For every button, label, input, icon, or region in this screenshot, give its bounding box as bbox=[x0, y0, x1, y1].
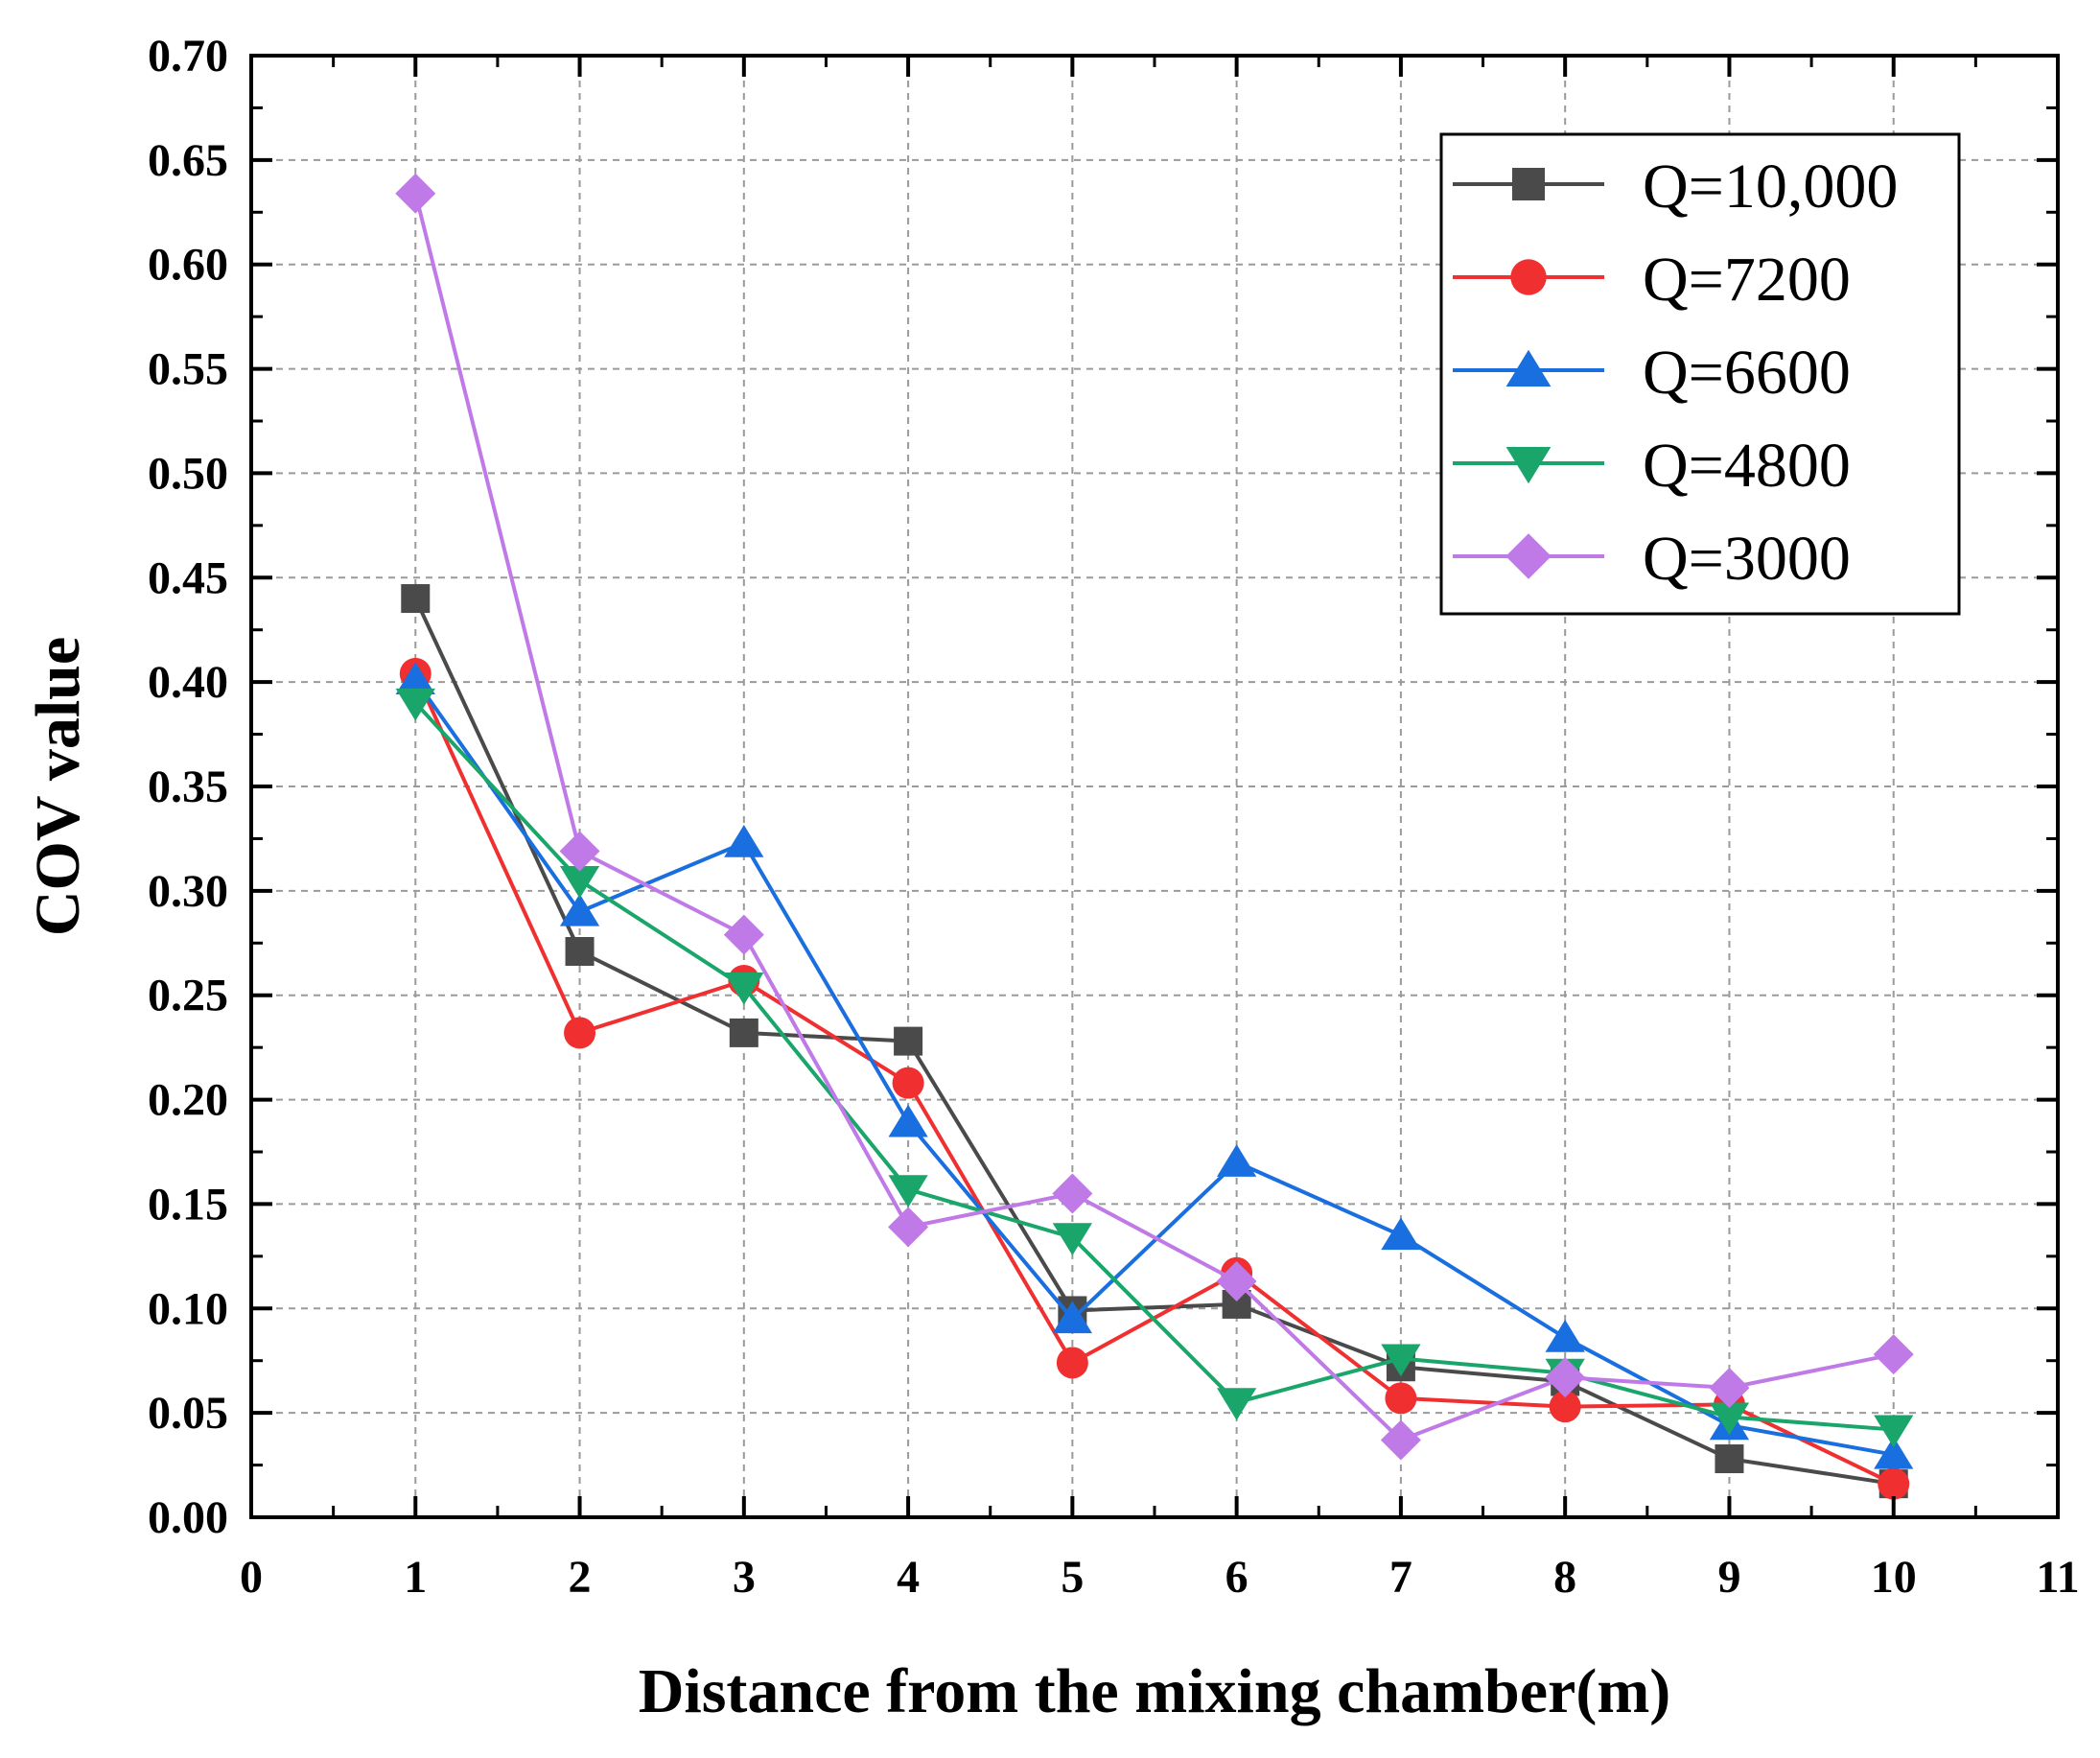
y-tick-label: 0.50 bbox=[148, 448, 228, 499]
legend-marker bbox=[1505, 533, 1552, 579]
legend-item: Q=4800 bbox=[1453, 431, 1851, 501]
data-point bbox=[401, 584, 431, 614]
data-point bbox=[1709, 1368, 1750, 1409]
data-point bbox=[1549, 1391, 1581, 1423]
data-point bbox=[564, 1017, 596, 1049]
y-tick-label: 0.15 bbox=[148, 1179, 228, 1230]
x-axis-title: Distance from the mixing chamber(m) bbox=[639, 1656, 1671, 1726]
legend-label: Q=10,000 bbox=[1643, 152, 1898, 222]
data-point bbox=[1052, 1173, 1093, 1214]
x-tick-label: 11 bbox=[2036, 1552, 2079, 1603]
x-tick-label: 1 bbox=[404, 1552, 427, 1603]
data-point bbox=[1217, 1388, 1257, 1421]
data-point bbox=[1715, 1444, 1744, 1474]
ticks bbox=[249, 54, 2060, 1519]
data-point bbox=[1385, 1382, 1417, 1415]
x-tick-label: 7 bbox=[1389, 1552, 1412, 1603]
x-tick-label: 4 bbox=[897, 1552, 920, 1603]
data-point bbox=[1052, 1301, 1092, 1334]
y-tick-label: 0.60 bbox=[148, 240, 228, 291]
legend-item: Q=10,000 bbox=[1453, 152, 1898, 222]
data-point bbox=[724, 825, 764, 857]
data-point bbox=[559, 831, 600, 872]
series-line bbox=[413, 598, 1895, 1487]
data-point bbox=[892, 1067, 924, 1099]
x-tick-label: 10 bbox=[1871, 1552, 1917, 1603]
data-point bbox=[1217, 1144, 1257, 1177]
y-tick-label: 0.00 bbox=[148, 1492, 228, 1543]
y-tick-label: 0.70 bbox=[148, 31, 228, 82]
x-tick-label: 5 bbox=[1061, 1552, 1084, 1603]
series-line bbox=[413, 701, 1894, 1432]
data-point bbox=[1381, 1344, 1421, 1377]
legend-label: Q=4800 bbox=[1643, 431, 1851, 501]
y-tick-label: 0.40 bbox=[148, 657, 228, 708]
legend-label: Q=6600 bbox=[1643, 338, 1851, 408]
legend-item: Q=6600 bbox=[1453, 338, 1851, 408]
series-layer bbox=[395, 173, 1914, 1500]
series-5 bbox=[395, 173, 1914, 1461]
data-point bbox=[888, 1104, 928, 1137]
y-tick-label: 0.55 bbox=[148, 344, 228, 395]
data-point bbox=[894, 1026, 923, 1056]
data-point bbox=[1878, 1467, 1910, 1500]
data-point bbox=[1545, 1357, 1586, 1398]
data-point bbox=[1709, 1402, 1750, 1436]
y-axis-title: COV value bbox=[23, 637, 93, 936]
y-tick-label: 0.20 bbox=[148, 1075, 228, 1126]
x-tick-label: 3 bbox=[733, 1552, 756, 1603]
y-tick-label: 0.35 bbox=[148, 762, 228, 812]
tick-labels: 0 1 2 3 4 5 6 7 8 9 10 11 0.00 0.05 0.10 0.15 0.20 0.25 0.… bbox=[148, 31, 2080, 1603]
data-point bbox=[395, 173, 436, 214]
legend-marker bbox=[1512, 168, 1545, 200]
legend-marker bbox=[1510, 259, 1547, 295]
data-point bbox=[1874, 1436, 1914, 1469]
legend: Q=10,000 Q=7200 Q=6600 Q=4800 Q=3000 bbox=[1439, 132, 1961, 616]
data-point bbox=[559, 893, 600, 926]
data-point bbox=[565, 936, 595, 966]
legend-label: Q=7200 bbox=[1643, 245, 1851, 315]
data-point bbox=[1545, 1320, 1585, 1352]
data-point bbox=[888, 1207, 929, 1248]
y-tick-label: 0.05 bbox=[148, 1388, 228, 1439]
data-point bbox=[724, 973, 764, 1005]
y-tick-label: 0.45 bbox=[148, 552, 228, 603]
data-point bbox=[1874, 1415, 1914, 1448]
y-tick-label: 0.25 bbox=[148, 971, 228, 1021]
legend-item: Q=3000 bbox=[1453, 524, 1851, 594]
data-point bbox=[729, 1018, 758, 1047]
data-point bbox=[723, 914, 764, 955]
data-point bbox=[1056, 1347, 1088, 1379]
series-line bbox=[413, 193, 1895, 1442]
x-tick-label: 2 bbox=[569, 1552, 592, 1603]
legend-marker bbox=[1505, 447, 1552, 484]
data-point bbox=[888, 1175, 928, 1207]
y-tick-label: 0.10 bbox=[148, 1283, 228, 1334]
data-point bbox=[395, 688, 435, 721]
y-tick-label: 0.65 bbox=[148, 135, 228, 186]
x-tick-label: 0 bbox=[240, 1552, 263, 1603]
series-4 bbox=[395, 688, 1914, 1448]
data-point bbox=[1381, 1217, 1421, 1251]
data-point bbox=[1380, 1419, 1421, 1461]
data-point bbox=[1873, 1334, 1914, 1375]
x-tick-label: 9 bbox=[1717, 1552, 1740, 1603]
legend-item: Q=7200 bbox=[1453, 245, 1851, 315]
data-point bbox=[1216, 1260, 1257, 1301]
y-tick-label: 0.30 bbox=[148, 866, 228, 917]
data-point bbox=[559, 865, 600, 899]
data-point bbox=[395, 662, 435, 694]
data-point bbox=[1052, 1223, 1092, 1256]
legend-label: Q=3000 bbox=[1643, 524, 1851, 594]
x-tick-label: 8 bbox=[1553, 1552, 1576, 1603]
x-tick-label: 6 bbox=[1225, 1552, 1248, 1603]
legend-marker bbox=[1505, 349, 1552, 387]
